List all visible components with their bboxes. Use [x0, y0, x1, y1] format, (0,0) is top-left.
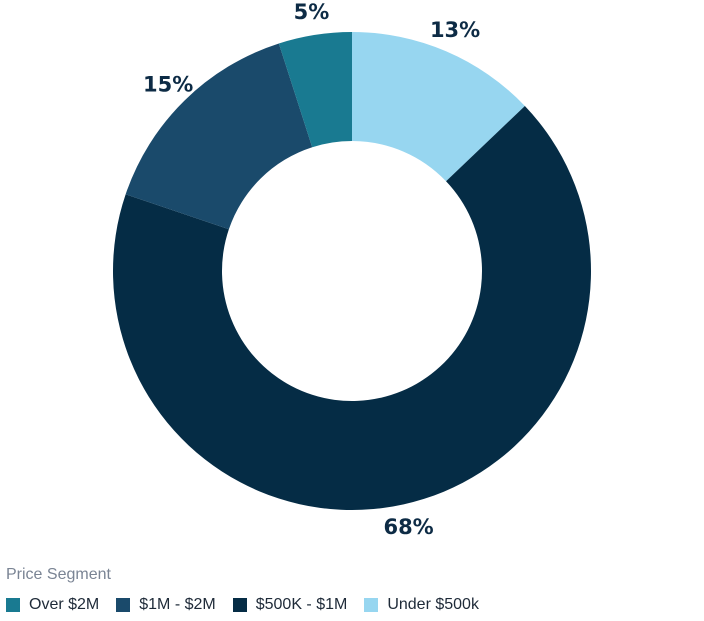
legend-item-1m-2m[interactable]: $1M - $2M	[116, 596, 216, 614]
legend-swatch	[364, 598, 379, 612]
legend-item-500k-1m[interactable]: $500K - $1M	[232, 596, 348, 614]
legend-label: Over $2M	[29, 596, 100, 613]
legend-label: $500K - $1M	[255, 596, 348, 613]
slice-over-2m[interactable]	[278, 32, 352, 148]
slice-under-500k[interactable]	[352, 32, 525, 182]
slice-1m-2m[interactable]	[125, 43, 313, 230]
legend-item-over-2m[interactable]: Over $2M	[6, 596, 99, 614]
legend-item-under-500k[interactable]: Under $500k	[364, 596, 479, 614]
legend-label: $1M - $2M	[139, 596, 216, 613]
donut-chart: 13% 68% 15% 5%	[113, 0, 592, 539]
slice-label-500k-1m: 68%	[383, 515, 433, 539]
legend-title: Price Segment	[6, 566, 111, 583]
slice-label-over-2m: 5%	[294, 0, 330, 24]
legend-swatch	[232, 598, 247, 612]
slice-labels: 13% 68% 15% 5%	[143, 0, 480, 539]
legend: Over $2M $1M - $2M $500K - $1M Under $500k	[6, 596, 496, 614]
slice-label-under-500k: 13%	[430, 18, 480, 42]
donut-slices	[113, 32, 592, 511]
slice-500k-1m[interactable]	[113, 105, 592, 511]
legend-swatch	[116, 598, 131, 612]
slice-label-1m-2m: 15%	[143, 72, 193, 96]
legend-swatch	[6, 598, 20, 612]
legend-label: Under $500k	[387, 596, 479, 613]
